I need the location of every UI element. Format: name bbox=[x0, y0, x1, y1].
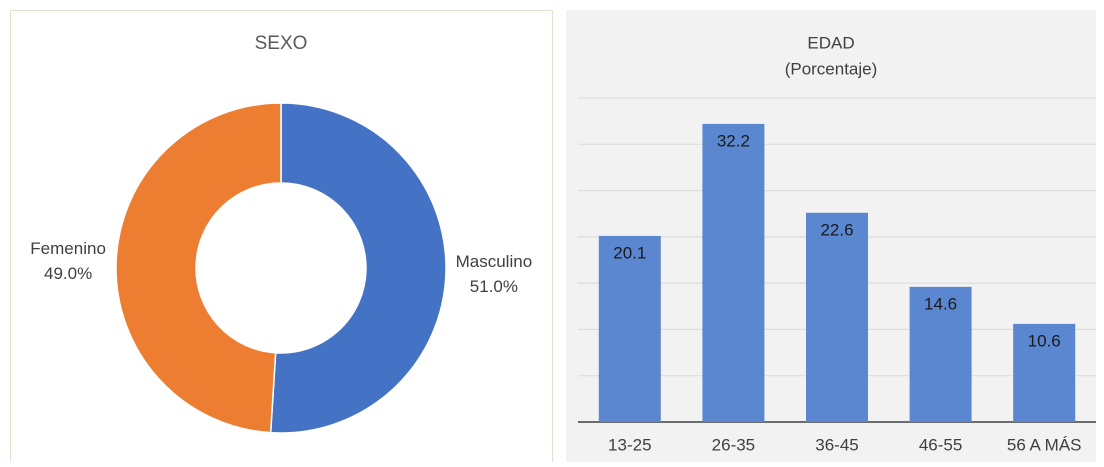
x-tick-label: 36-45 bbox=[815, 435, 858, 454]
bar-value: 10.6 bbox=[1028, 331, 1061, 350]
slice-label: Femenino bbox=[30, 239, 106, 258]
x-tick-label: 56 A MÁS bbox=[1007, 435, 1082, 454]
bar-value: 32.2 bbox=[717, 131, 750, 150]
bar-value: 14.6 bbox=[924, 294, 957, 313]
bar bbox=[806, 212, 868, 422]
bar-value: 20.1 bbox=[613, 243, 646, 262]
bar bbox=[598, 235, 661, 422]
chart-title: SEXO bbox=[255, 33, 308, 54]
x-tick-label: 46-55 bbox=[919, 435, 962, 454]
chart-subtitle: (Porcentaje) bbox=[785, 59, 878, 78]
x-tick-label: 13-25 bbox=[608, 435, 651, 454]
bar bbox=[702, 123, 765, 423]
slice-value: 49.0% bbox=[44, 264, 92, 283]
donut-slice bbox=[269, 102, 447, 434]
slice-label: Masculino bbox=[456, 252, 533, 271]
donut-slice bbox=[115, 102, 282, 434]
x-tick-label: 26-35 bbox=[712, 435, 755, 454]
bar bbox=[1013, 323, 1076, 422]
chart-title: EDAD bbox=[807, 33, 854, 52]
slice-value: 51.0% bbox=[470, 277, 518, 296]
bar bbox=[909, 286, 972, 422]
bar-value: 22.6 bbox=[820, 220, 853, 239]
